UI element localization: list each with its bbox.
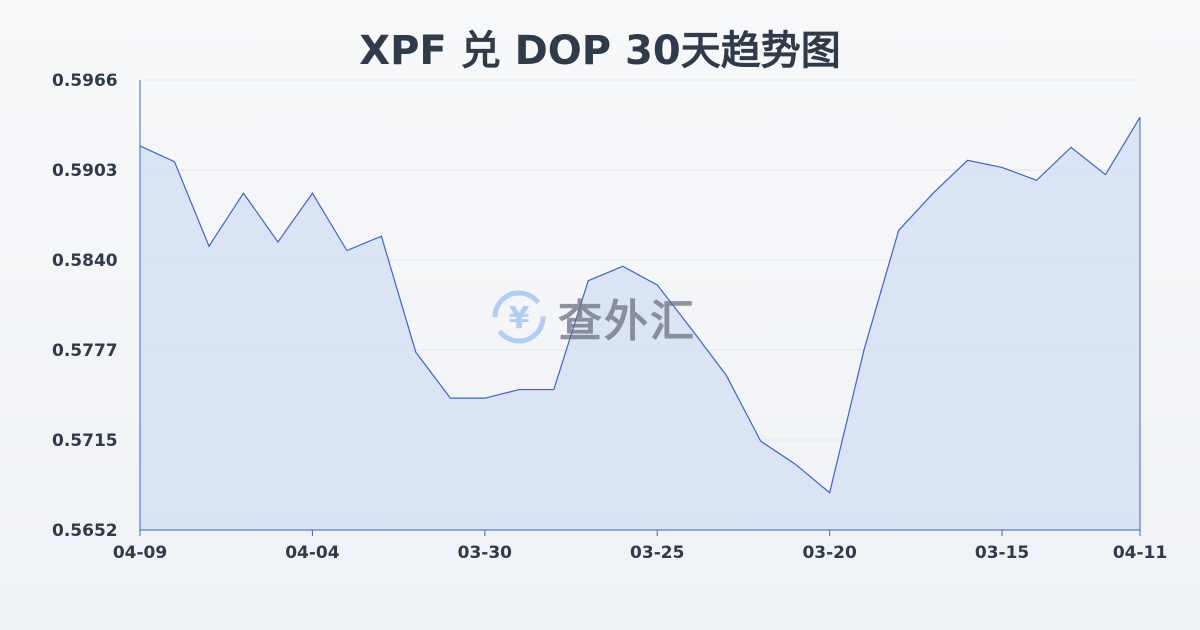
series-line: [139, 116, 1141, 494]
x-tick-label: 03-15: [975, 543, 1029, 563]
y-tick-label: 0.5777: [52, 341, 118, 361]
x-tick-label: 03-30: [458, 543, 513, 563]
watermark: ¥ 查外汇: [488, 285, 696, 349]
y-tick-label: 0.5840: [52, 251, 118, 271]
y-tick-label: 0.5652: [52, 521, 118, 541]
x-tick-label: 04-09: [113, 543, 167, 563]
svg-text:¥: ¥: [509, 301, 530, 336]
x-tick-label: 03-25: [630, 543, 684, 563]
y-tick-label: 0.5966: [52, 71, 118, 91]
x-tick-label: 04-11: [1113, 543, 1167, 563]
x-tick-label: 04-04: [285, 543, 340, 563]
y-tick-label: 0.5903: [52, 161, 118, 181]
yen-exchange-icon: ¥: [492, 290, 546, 344]
watermark-text: 查外汇: [558, 296, 696, 347]
area-fill: [140, 117, 1140, 531]
x-tick-label: 03-20: [802, 543, 857, 563]
y-tick-label: 0.5715: [52, 431, 118, 451]
chart-title: XPF 兑 DOP 30天趋势图: [359, 28, 841, 74]
